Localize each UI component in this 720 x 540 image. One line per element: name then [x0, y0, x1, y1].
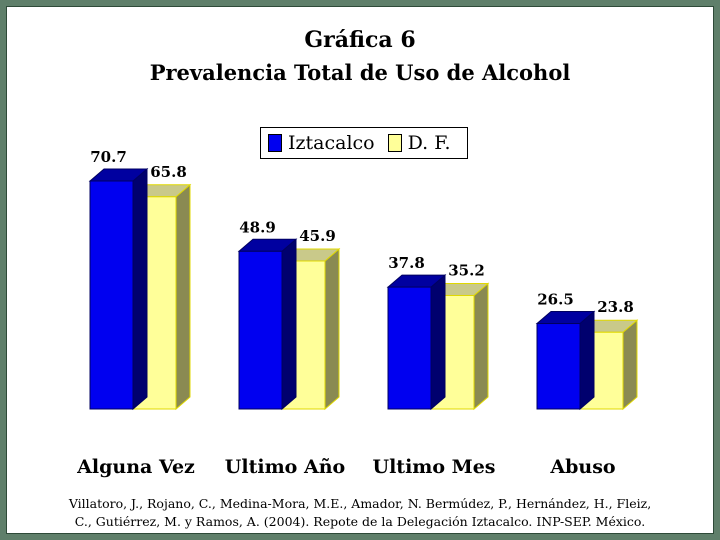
data-label-d-f-abuso: 23.8 — [597, 298, 634, 316]
citation-line-1: Villatoro, J., Rojano, C., Medina-Mora, … — [68, 496, 652, 511]
bar-iztacalco-alguna-vez — [89, 180, 134, 410]
bar-iztacalco-ultimo-ano — [238, 250, 283, 410]
legend-item-df: D. F. — [375, 132, 451, 154]
chart-legend: Iztacalco D. F. — [260, 127, 468, 159]
bar-side-iztacalco-ultimo-ano — [281, 238, 297, 411]
data-label-iztacalco-ultimo-ano: 48.9 — [239, 218, 276, 236]
bar-side-d-f-alguna-vez — [175, 183, 191, 411]
chart-subtitle: Prevalencia Total de Uso de Alcohol — [149, 60, 571, 85]
data-label-d-f-ultimo-mes: 35.2 — [448, 261, 485, 279]
bar-side-d-f-ultimo-ano — [324, 247, 340, 411]
legend-label-iztacalco: Iztacalco — [288, 132, 375, 154]
citation-line-2: C., Gutiérrez, M. y Ramos, A. (2004). Re… — [74, 514, 646, 529]
bar-side-d-f-ultimo-mes — [473, 282, 489, 411]
bar-side-iztacalco-abuso — [579, 310, 595, 411]
bar-iztacalco-ultimo-mes — [387, 286, 432, 410]
source-citation: Villatoro, J., Rojano, C., Medina-Mora, … — [30, 495, 690, 531]
bar-side-d-f-abuso — [622, 319, 638, 411]
legend-swatch-iztacalco — [268, 134, 282, 152]
data-label-iztacalco-alguna-vez: 70.7 — [90, 148, 127, 166]
category-label-abuso: Abuso — [549, 456, 615, 478]
bar-side-iztacalco-alguna-vez — [132, 167, 148, 411]
data-label-iztacalco-abuso: 26.5 — [537, 291, 574, 309]
bar-iztacalco-abuso — [536, 323, 581, 410]
data-label-iztacalco-ultimo-mes: 37.8 — [388, 254, 425, 272]
bar-side-iztacalco-ultimo-mes — [430, 274, 446, 411]
category-label-ultimo-ano: Ultimo Año — [225, 456, 345, 478]
data-label-d-f-ultimo-ano: 45.9 — [299, 227, 336, 245]
category-label-alguna-vez: Alguna Vez — [76, 456, 195, 478]
category-label-ultimo-mes: Ultimo Mes — [373, 456, 496, 478]
data-label-d-f-alguna-vez: 65.8 — [150, 163, 187, 181]
legend-label-df: D. F. — [407, 132, 451, 154]
legend-swatch-df — [387, 134, 402, 152]
legend-item-iztacalco: Iztacalco — [261, 132, 375, 154]
chart-title: Gráfica 6 — [304, 27, 416, 53]
